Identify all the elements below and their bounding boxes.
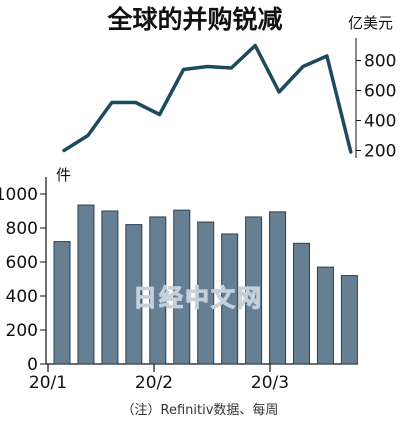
bar [269, 211, 287, 365]
bar [293, 242, 310, 365]
bar [340, 275, 358, 365]
bar-x-tick-label: 20/3 [251, 373, 289, 393]
bar-x-tick-label: 20/2 [135, 373, 173, 393]
bar [245, 216, 263, 365]
line-unit-label: 亿美元 [348, 14, 393, 32]
watermark: 日经中文网 [133, 284, 263, 312]
bar-y-tick-label: 400 [6, 287, 38, 307]
bar-y-tick-label: 1000 [0, 185, 38, 205]
bar [316, 266, 334, 365]
line-chart: 200 400 600 800 [62, 38, 396, 162]
bar-y-tick-label: 200 [6, 321, 38, 341]
chart-title: 全球的并购锐减 [106, 5, 282, 34]
bar-x-tick-label: 20/1 [29, 373, 67, 393]
bar [125, 224, 143, 365]
bar [149, 216, 167, 365]
bar [53, 241, 71, 365]
line-y-tick-label: 400 [364, 112, 396, 132]
source-note: （注）Refinitiv数据、每周 [122, 402, 279, 418]
bar-unit-label: 件 [56, 166, 71, 184]
bar-chart: 0 200 400 600 800 1000 20/1 20/2 20/3 [0, 177, 358, 393]
line-y-tick-label: 600 [364, 82, 396, 102]
bar [101, 210, 119, 365]
bar-y-tick-label: 800 [6, 219, 38, 239]
bar [77, 204, 95, 365]
line-series [62, 43, 353, 154]
line-y-tick-label: 200 [364, 142, 396, 162]
line-y-tick-label: 800 [364, 52, 396, 72]
bar [173, 209, 191, 365]
bar [197, 221, 215, 365]
bar-y-tick-label: 0 [27, 355, 38, 375]
bar [221, 233, 239, 365]
bar-y-tick-label: 600 [6, 253, 38, 273]
